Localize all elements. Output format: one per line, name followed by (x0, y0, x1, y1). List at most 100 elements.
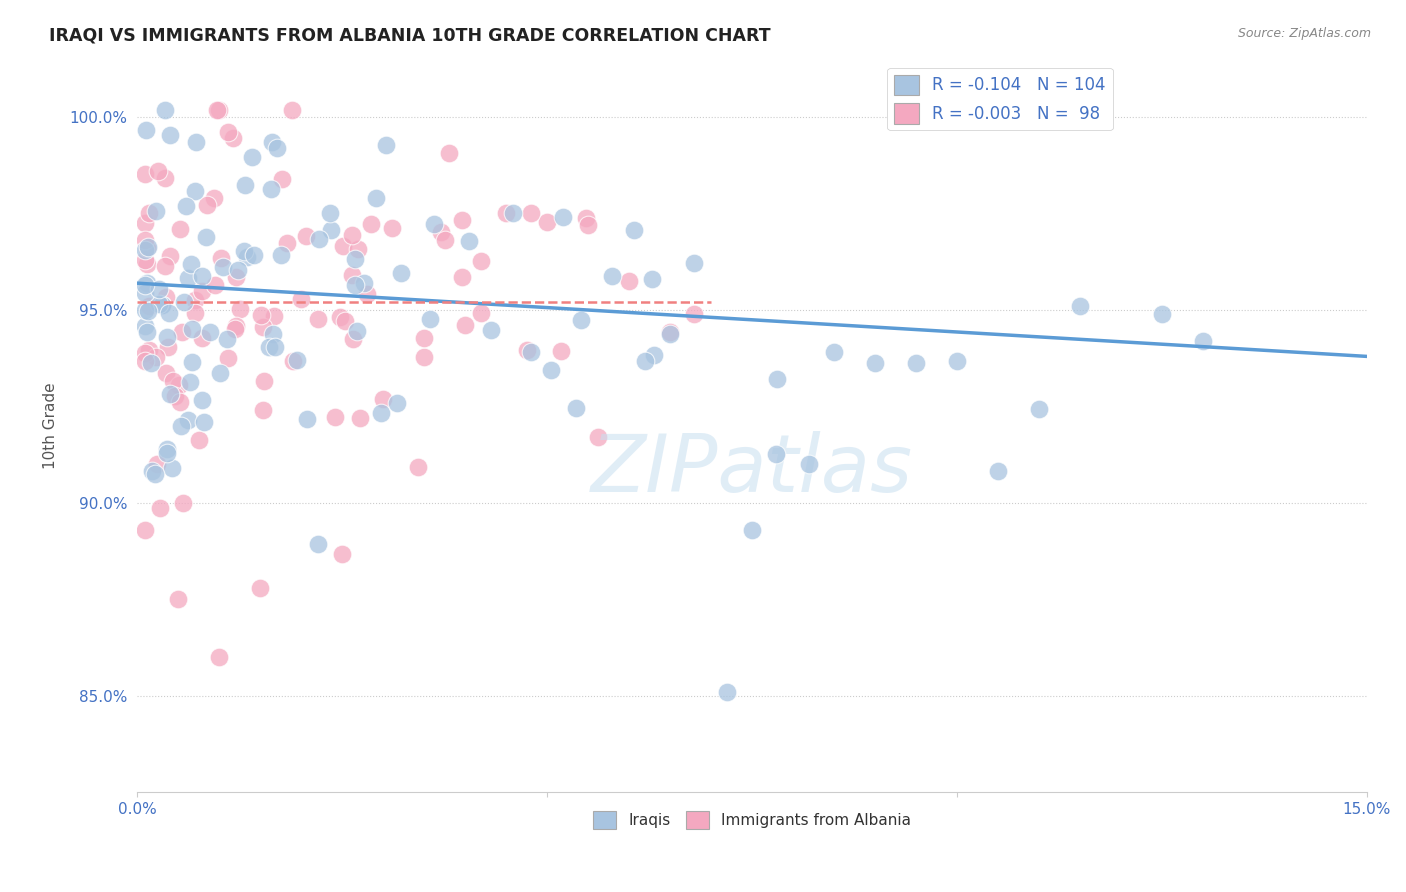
Point (195, 230, 218, 244)
Point (569, 312, 592, 326)
Point (174, 199, 197, 213)
Point (141, 464, 163, 478)
Point (658, 326, 681, 341)
Point (641, 272, 664, 286)
Point (263, 309, 285, 323)
Point (173, 294, 195, 309)
Point (434, 233, 457, 247)
Point (208, 650, 231, 665)
Point (295, 229, 318, 244)
Point (683, 307, 706, 321)
Point (413, 351, 436, 365)
Point (169, 395, 191, 409)
Point (347, 243, 370, 257)
Point (177, 413, 200, 427)
Point (540, 363, 562, 377)
Point (222, 131, 245, 145)
Point (134, 215, 156, 229)
Point (389, 266, 412, 280)
Point (134, 319, 156, 334)
Point (470, 254, 492, 268)
Point (138, 343, 160, 358)
Point (177, 270, 200, 285)
Point (135, 325, 157, 339)
Point (172, 496, 194, 510)
Point (307, 311, 329, 326)
Point (454, 318, 477, 332)
Point (202, 190, 225, 204)
Point (136, 241, 159, 255)
Point (225, 318, 247, 333)
Point (987, 464, 1010, 478)
Point (228, 301, 250, 316)
Point (138, 300, 160, 314)
Point (204, 277, 226, 292)
Point (252, 319, 274, 334)
Point (134, 346, 156, 360)
Point (249, 581, 271, 595)
Point (209, 252, 232, 266)
Point (145, 204, 167, 219)
Point (741, 523, 763, 537)
Point (209, 367, 232, 381)
Text: IRAQI VS IMMIGRANTS FROM ALBANIA 10TH GRADE CORRELATION CHART: IRAQI VS IMMIGRANTS FROM ALBANIA 10TH GR… (49, 27, 770, 45)
Point (134, 278, 156, 293)
Point (343, 278, 366, 293)
Point (135, 276, 157, 290)
Point (550, 343, 572, 358)
Point (150, 298, 173, 312)
Point (262, 327, 284, 342)
Point (208, 103, 231, 117)
Text: Source: ZipAtlas.com: Source: ZipAtlas.com (1237, 27, 1371, 40)
Point (270, 248, 292, 262)
Point (148, 282, 170, 296)
Point (329, 310, 352, 325)
Point (191, 269, 214, 284)
Point (159, 128, 181, 142)
Point (323, 410, 346, 425)
Point (863, 356, 886, 370)
Point (408, 459, 430, 474)
Point (156, 330, 179, 344)
Point (502, 205, 524, 219)
Y-axis label: 10th Grade: 10th Grade (44, 383, 58, 469)
Point (360, 217, 382, 231)
Point (342, 332, 364, 346)
Point (370, 406, 392, 420)
Point (340, 268, 363, 283)
Point (250, 309, 273, 323)
Point (349, 411, 371, 425)
Point (308, 232, 330, 246)
Point (371, 392, 394, 406)
Point (226, 263, 249, 277)
Point (186, 135, 208, 149)
Point (285, 352, 308, 367)
Point (375, 137, 398, 152)
Point (205, 103, 228, 117)
Point (252, 403, 274, 417)
Point (419, 312, 441, 326)
Point (260, 135, 283, 149)
Point (242, 150, 264, 164)
Point (179, 375, 201, 389)
Point (159, 249, 181, 263)
Point (191, 284, 214, 298)
Point (233, 178, 256, 193)
Point (290, 293, 312, 307)
Point (170, 325, 193, 339)
Point (330, 548, 353, 562)
Point (156, 340, 179, 354)
Point (366, 191, 388, 205)
Point (765, 372, 787, 386)
Point (187, 434, 209, 448)
Point (217, 351, 239, 366)
Point (318, 206, 340, 220)
Point (148, 163, 170, 178)
Point (470, 306, 492, 320)
Point (451, 212, 474, 227)
Point (134, 243, 156, 257)
Point (191, 393, 214, 408)
Point (519, 206, 541, 220)
Point (145, 351, 167, 365)
Point (148, 297, 170, 311)
